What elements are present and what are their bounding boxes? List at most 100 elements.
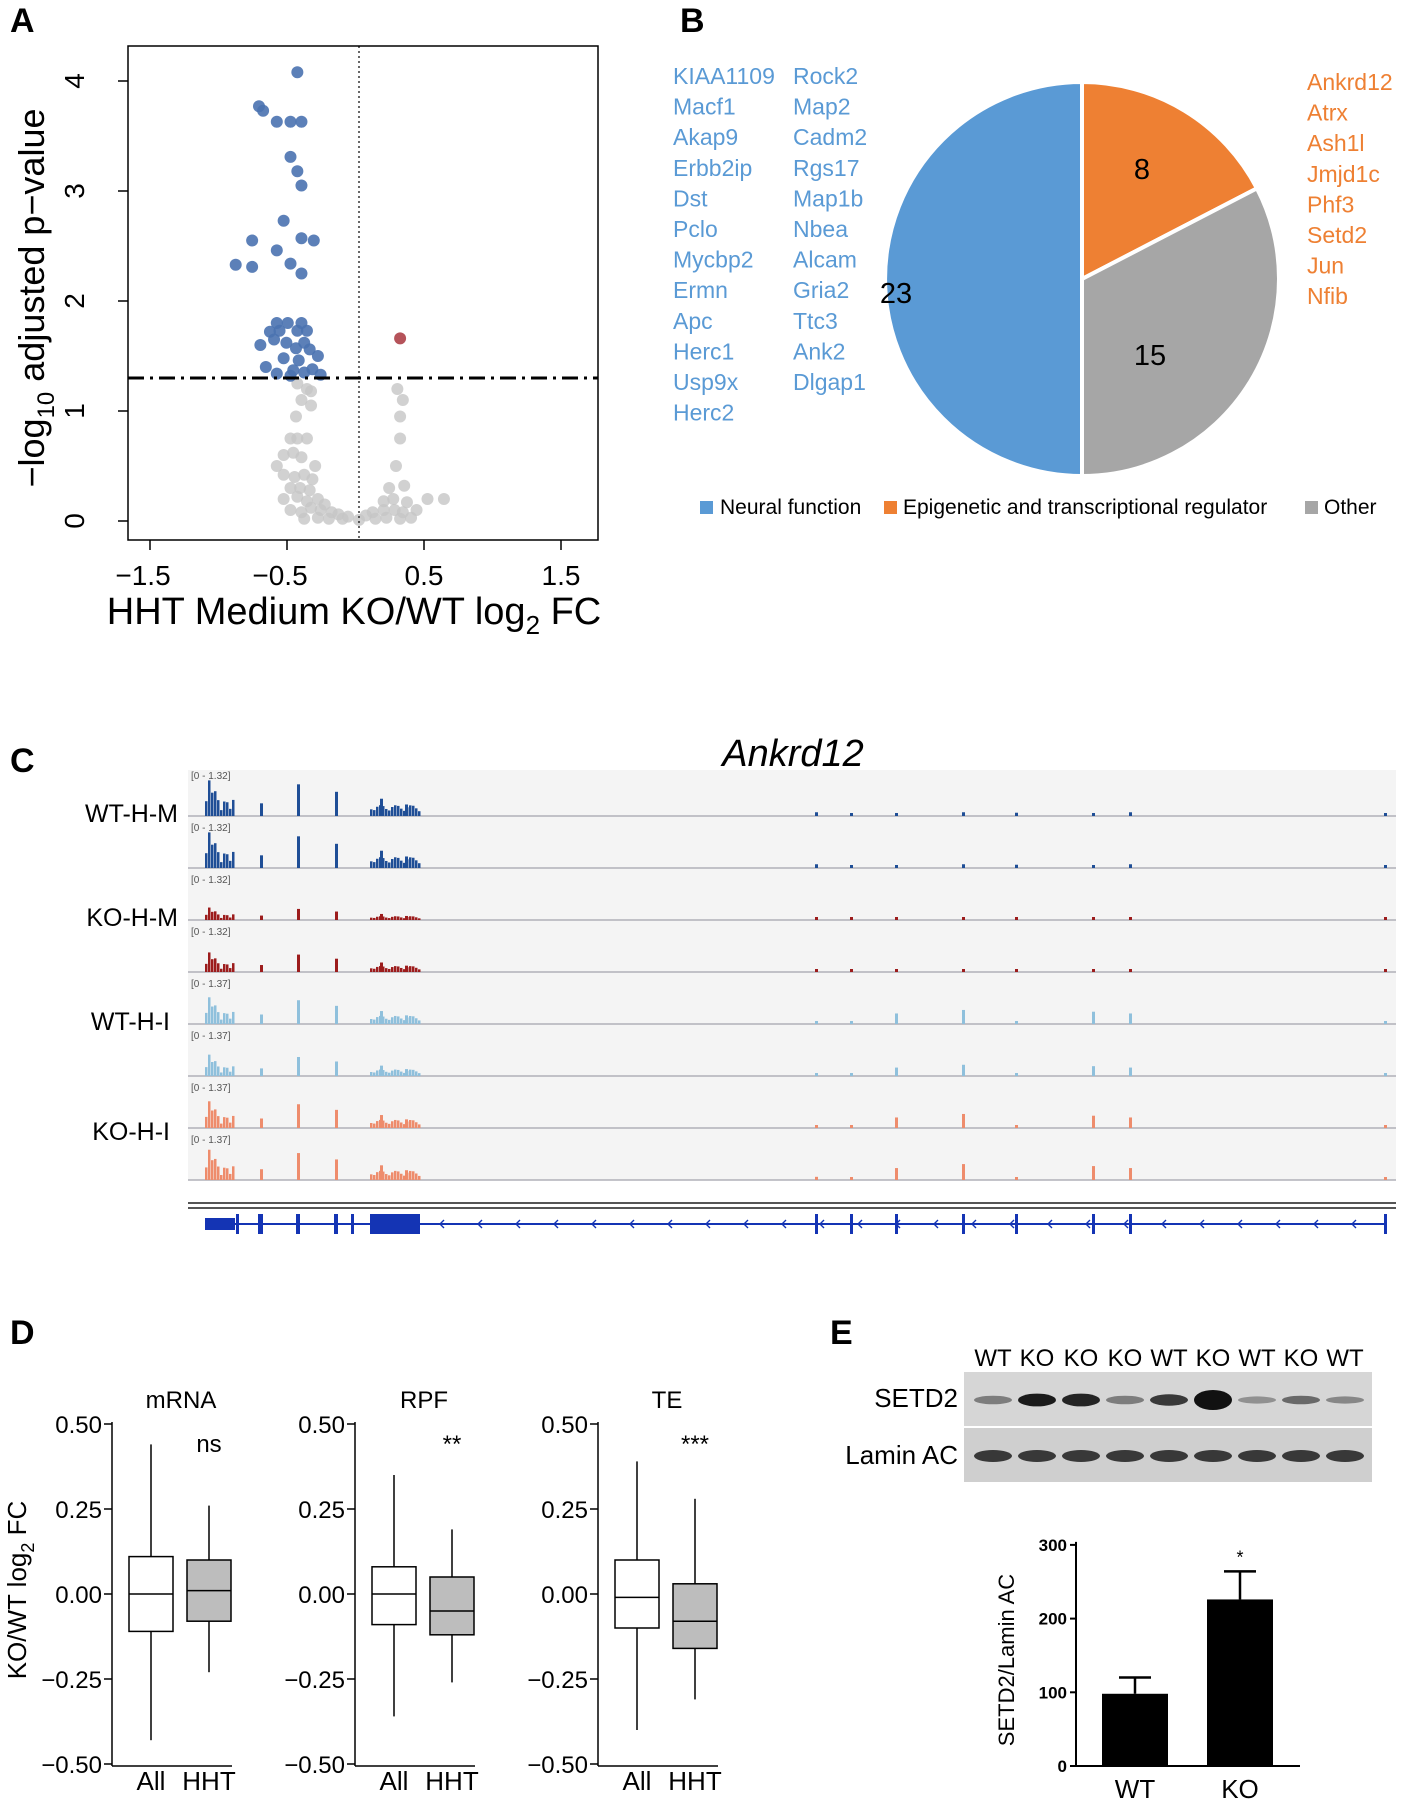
coverage-bar: [1384, 1125, 1387, 1128]
coverage-bar: [220, 1072, 223, 1076]
coverage-bar: [418, 863, 421, 868]
coverage-bar: [895, 969, 898, 972]
coverage-bar: [850, 813, 853, 816]
gene-name: Pclo: [673, 216, 718, 242]
coverage-bar: [850, 1125, 853, 1128]
coverage-bar: [260, 1068, 263, 1076]
coverage-bar: [373, 1174, 376, 1180]
tracks-background: [188, 770, 1396, 1180]
coverage-bar: [370, 1174, 373, 1180]
coverage-bar: [217, 963, 220, 972]
track-label-ko-h-m: KO-H-M: [86, 904, 178, 932]
coverage-bar: [403, 862, 406, 868]
point-significant-down: [291, 165, 304, 178]
point-significant-down: [259, 361, 272, 373]
coverage-bar: [418, 1175, 421, 1180]
coverage-bar: [376, 916, 379, 920]
gene-title: Ankrd12: [720, 733, 864, 775]
exon-tick: [1129, 1214, 1132, 1234]
coverage-bar: [391, 1172, 394, 1180]
coverage-bar: [1384, 865, 1387, 868]
coverage-bar: [397, 916, 400, 920]
coverage-bar: [382, 1120, 385, 1128]
strand-arrow: [515, 1219, 521, 1229]
gene-name: Erbb2ip: [673, 155, 752, 181]
e-x-category-label: WT: [1115, 1774, 1156, 1800]
bar-ko: [1207, 1599, 1273, 1766]
point-not-significant: [369, 512, 382, 525]
coverage-bar: [232, 914, 235, 920]
coverage-bar: [376, 1017, 379, 1024]
coverage-bar: [1092, 969, 1095, 972]
point-not-significant: [305, 501, 318, 514]
coverage-bar: [415, 1122, 418, 1128]
y-tick-label: 0: [59, 513, 90, 529]
coverage-bar: [382, 806, 385, 816]
strand-arrow: [1085, 1219, 1091, 1229]
coverage-bar: [373, 862, 376, 868]
coverage-bar: [388, 1072, 391, 1076]
coverage-bar: [962, 864, 965, 868]
neural-gene-list-1: KIAA1109 Macf1 Akap9 Erbb2ip Dst Pclo Mycbp2 Er…: [673, 63, 775, 426]
bar-wt: [1102, 1693, 1168, 1766]
pie-chart: 23 8 15: [880, 79, 1281, 479]
coverage-bar: [373, 917, 376, 920]
point-significant-down: [270, 244, 283, 257]
coverage-bar: [406, 967, 409, 972]
d-x-category-label: All: [137, 1766, 166, 1796]
coverage-bar: [208, 997, 211, 1024]
coverage-bar: [412, 1069, 415, 1076]
coverage-bar: [211, 1160, 214, 1180]
coverage-bar: [412, 857, 415, 868]
track-range-label: [0 - 1.37]: [191, 1135, 231, 1146]
coverage-bar: [895, 1013, 898, 1024]
coverage-bar: [815, 1073, 818, 1076]
coverage-bar: [223, 914, 226, 920]
coverage-bar: [394, 1170, 397, 1180]
coverage-bar: [370, 1071, 373, 1076]
gene-name: Akap9: [673, 124, 738, 150]
coverage-bar: [370, 1122, 373, 1128]
gene-name: Cadm2: [793, 124, 867, 150]
coverage-bar: [962, 1164, 965, 1180]
coverage-bar: [208, 1054, 211, 1076]
coverage-bar: [226, 964, 229, 972]
coverage-bar: [418, 811, 421, 816]
coverage-bar: [412, 916, 415, 920]
coverage-bar: [376, 806, 379, 816]
coverage-bar: [962, 1113, 965, 1128]
gene-name: Phf3: [1307, 191, 1354, 217]
coverage-bar: [397, 966, 400, 972]
coverage-bar: [1129, 1013, 1132, 1024]
strand-arrow: [1161, 1219, 1167, 1229]
strand-arrow: [667, 1219, 673, 1229]
coverage-bar: [388, 810, 391, 816]
strand-arrow: [591, 1219, 597, 1229]
lane-label: WT: [1238, 1345, 1276, 1372]
coverage-bar: [1384, 917, 1387, 920]
legend-swatch-epigenetic: [884, 501, 897, 514]
coverage-bar: [1129, 812, 1132, 816]
coverage-bar: [962, 917, 965, 920]
d-y-tick-label: −0.25: [527, 1667, 588, 1694]
y-tick-label: 4: [59, 73, 90, 89]
coverage-bar: [1092, 1066, 1095, 1076]
coverage-bar: [406, 859, 409, 868]
exon-tick: [1092, 1214, 1095, 1234]
exon-tick: [258, 1214, 261, 1234]
coverage-bar: [335, 791, 338, 816]
point-significant-down: [280, 336, 293, 349]
coverage-bar: [400, 860, 403, 868]
coverage-bar: [400, 967, 403, 972]
coverage-bar: [260, 803, 263, 816]
coverage-bar: [220, 1175, 223, 1180]
coverage-bar: [895, 917, 898, 920]
coverage-bar: [226, 802, 229, 816]
coverage-bar: [379, 966, 382, 972]
track-label-wt-h-i: WT-H-I: [91, 1008, 170, 1036]
coverage-bar: [220, 1019, 223, 1024]
coverage-bar: [217, 1166, 220, 1180]
strand-arrow: [439, 1219, 445, 1229]
coverage-bar: [815, 917, 818, 920]
point-not-significant: [387, 493, 400, 505]
